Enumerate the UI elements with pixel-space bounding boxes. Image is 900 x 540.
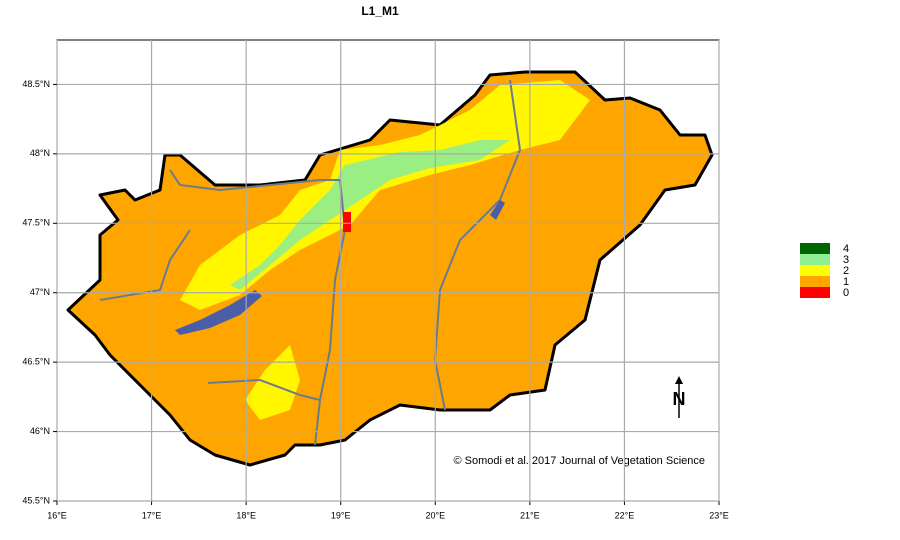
y-tick-label: 47.5°N xyxy=(22,218,50,228)
river xyxy=(207,378,321,401)
map-title: L1_M1 xyxy=(361,4,399,18)
north-arrow: N xyxy=(673,376,686,418)
y-tick-label: 46.5°N xyxy=(22,357,50,367)
x-tick-label: 17°E xyxy=(142,510,162,520)
x-tick-label: 23°E xyxy=(709,510,729,520)
legend-label: 3 xyxy=(843,254,849,266)
country-map xyxy=(66,70,714,467)
upland-zone xyxy=(230,140,510,290)
river xyxy=(169,169,340,192)
country-area xyxy=(66,70,714,467)
x-tick-label: 22°E xyxy=(615,510,635,520)
legend-label: 1 xyxy=(843,276,849,288)
north-label: N xyxy=(673,389,686,409)
legend-swatch xyxy=(800,254,830,265)
lake xyxy=(175,290,262,335)
y-tick-label: 48.5°N xyxy=(22,79,50,89)
y-tick-label: 47°N xyxy=(30,287,50,297)
legend-label: 0 xyxy=(843,287,849,299)
urban-area xyxy=(343,212,351,232)
x-tick-label: 19°E xyxy=(331,510,351,520)
lake xyxy=(490,200,505,220)
y-tick-label: 48°N xyxy=(30,148,50,158)
x-tick-label: 16°E xyxy=(47,510,67,520)
x-tick-label: 18°E xyxy=(236,510,256,520)
legend-swatch xyxy=(800,287,830,298)
legend-label: 4 xyxy=(843,243,849,255)
y-tick-label: 45.5°N xyxy=(22,495,50,505)
upland-zone xyxy=(245,345,300,420)
river xyxy=(99,229,191,301)
credit: © Somodi et al. 2017 Journal of Vegetati… xyxy=(454,455,706,467)
x-tick-label: 20°E xyxy=(425,510,445,520)
north-arrow-head xyxy=(675,376,683,384)
legend-swatch xyxy=(800,276,830,287)
x-tick-label: 21°E xyxy=(520,510,540,520)
legend-swatch xyxy=(800,265,830,276)
legend-label: 2 xyxy=(843,265,849,277)
y-tick-label: 46°N xyxy=(30,426,50,436)
legend-swatch xyxy=(800,243,830,254)
